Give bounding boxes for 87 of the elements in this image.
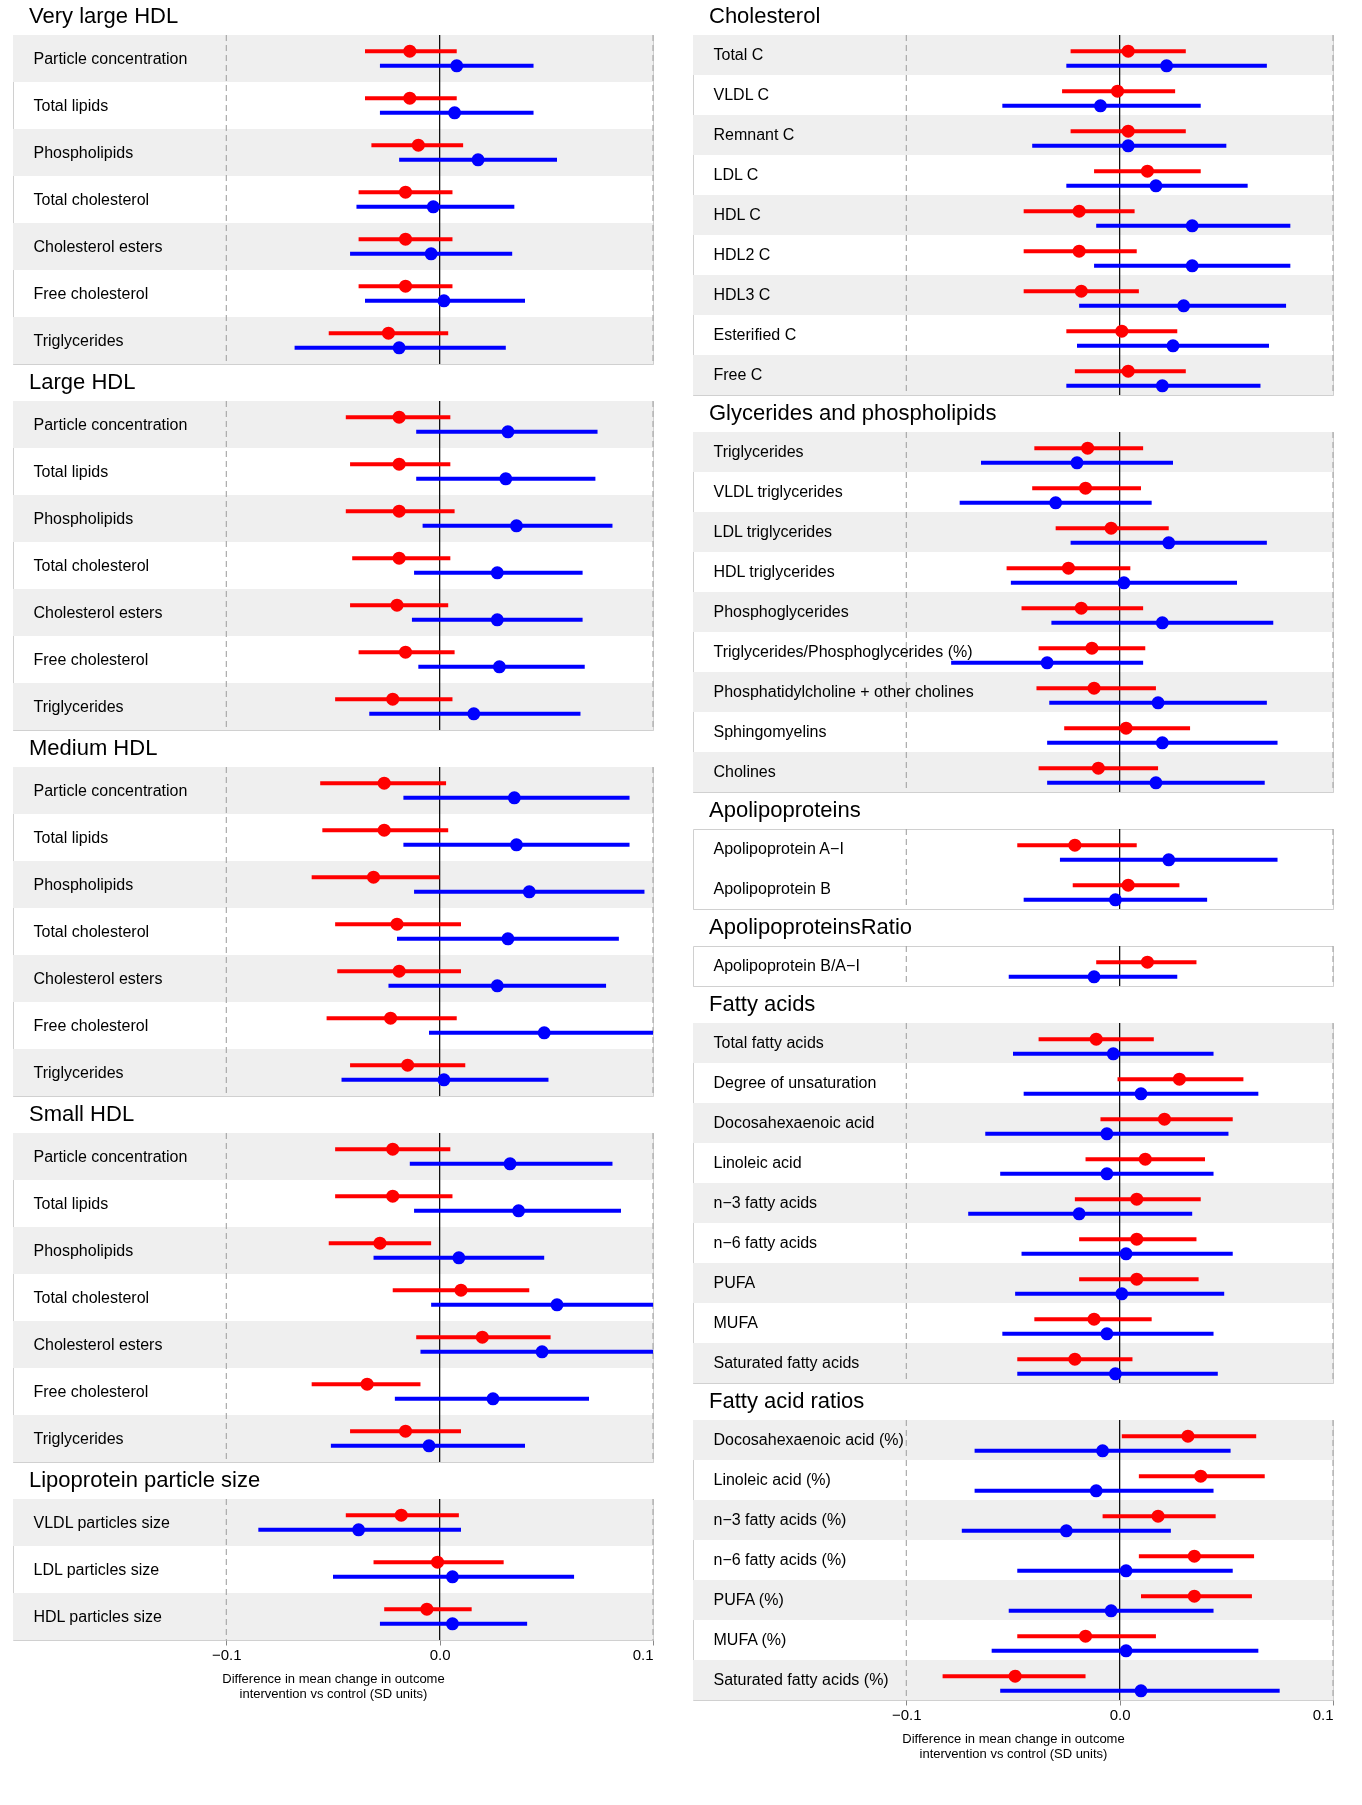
y-tick-label: PUFA (%) <box>713 1591 784 1608</box>
y-tick-label: MUFA (%) <box>713 1631 787 1648</box>
y-tick-label: PUFA <box>713 1274 756 1291</box>
chart-title: Glycerides and phospholipids <box>709 400 997 426</box>
y-tick-label: Degree of unsaturation <box>713 1074 877 1091</box>
y-tick-label: Total cholesterol <box>33 190 150 208</box>
y-tick-label: VLDL triglycerides <box>713 483 843 500</box>
y-tick-label: Triglycerides <box>33 331 124 349</box>
y-tick-label: Triglycerides <box>33 1063 124 1081</box>
y-tick-label: Saturated fatty acids <box>713 1354 860 1371</box>
x-tick-label: −0.1 <box>892 1705 922 1723</box>
y-tick-label: Esterified C <box>713 326 797 343</box>
x-tick-label: 0.1 <box>1312 1705 1334 1723</box>
y-tick-label: Cholesterol esters <box>33 603 163 621</box>
y-tick-label: Cholesterol esters <box>33 237 163 255</box>
y-tick-label: Particle concentration <box>33 1147 188 1165</box>
y-tick-label: Phosphatidylcholine + other cholines <box>713 683 974 700</box>
y-tick-label: Phospholipids <box>33 875 134 893</box>
y-tick-label: Apolipoprotein B/A−I <box>713 957 860 974</box>
y-tick-label: Saturated fatty acids (%) <box>713 1671 889 1688</box>
y-tick-label: Total cholesterol <box>33 922 150 940</box>
chart-title: Very large HDL <box>29 3 179 29</box>
y-tick-label: Particle concentration <box>33 49 188 67</box>
y-tick-label: Linoleic acid (%) <box>713 1471 831 1488</box>
y-tick-label: Total lipids <box>33 1194 109 1212</box>
y-tick-label: Free cholesterol <box>33 1016 149 1034</box>
y-tick-label: n−6 fatty acids (%) <box>713 1551 847 1568</box>
chart-title: Apolipoproteins <box>709 797 861 823</box>
y-tick-label: LDL C <box>713 166 759 183</box>
y-tick-label: Cholesterol esters <box>33 1335 163 1353</box>
y-tick-label: Total lipids <box>33 828 109 846</box>
y-tick-label: HDL C <box>713 206 761 223</box>
y-tick-label: Phospholipids <box>33 143 134 161</box>
x-tick-label: 0.0 <box>1109 1705 1131 1723</box>
y-tick-label: VLDL C <box>713 86 769 103</box>
y-tick-label: Phosphoglycerides <box>713 603 849 620</box>
y-tick-label: Free cholesterol <box>33 284 149 302</box>
y-tick-label: VLDL particles size <box>33 1513 170 1531</box>
y-tick-label: Total cholesterol <box>33 556 150 574</box>
y-tick-label: n−6 fatty acids <box>713 1234 818 1251</box>
y-tick-label: MUFA <box>713 1314 759 1331</box>
y-tick-label: Free cholesterol <box>33 650 149 668</box>
y-tick-label: Free cholesterol <box>33 1382 149 1400</box>
y-tick-label: Triglycerides <box>713 443 804 460</box>
y-tick-label: HDL triglycerides <box>713 563 835 580</box>
y-tick-label: Total lipids <box>33 462 109 480</box>
y-tick-label: HDL2 C <box>713 246 771 263</box>
chart-title: Large HDL <box>29 369 136 395</box>
y-tick-label: Free C <box>713 366 763 383</box>
chart-title: Medium HDL <box>29 735 158 761</box>
y-tick-label: n−3 fatty acids (%) <box>713 1511 847 1528</box>
chart-title: Fatty acids <box>709 991 816 1017</box>
y-tick-label: Linoleic acid <box>713 1154 802 1171</box>
y-tick-label: Triglycerides <box>33 697 124 715</box>
y-tick-label: Triglycerides <box>33 1429 124 1447</box>
y-tick-label: Total cholesterol <box>33 1288 150 1306</box>
y-tick-label: n−3 fatty acids <box>713 1194 818 1211</box>
y-tick-label: Apolipoprotein A−I <box>713 840 844 857</box>
y-tick-label: Docosahexaenoic acid (%) <box>713 1431 904 1448</box>
y-tick-label: HDL particles size <box>33 1607 162 1625</box>
y-tick-label: Remnant C <box>713 126 795 143</box>
y-tick-label: Total C <box>713 46 764 63</box>
chart-title: Lipoprotein particle size <box>29 1467 261 1493</box>
y-tick-label: Cholines <box>713 763 776 780</box>
chart-title: Cholesterol <box>709 3 821 29</box>
y-tick-label: Total lipids <box>33 96 109 114</box>
x-tick-label: 0.0 <box>429 1645 451 1663</box>
chart-title: Small HDL <box>29 1101 135 1127</box>
y-tick-label: Sphingomyelins <box>713 723 827 740</box>
chart-title: ApolipoproteinsRatio <box>709 914 913 940</box>
y-tick-label: Particle concentration <box>33 781 188 799</box>
y-tick-label: Total fatty acids <box>713 1034 824 1051</box>
y-tick-label: Docosahexaenoic acid <box>713 1114 875 1131</box>
x-tick-label: 0.1 <box>632 1645 654 1663</box>
x-axis-title: Difference in mean change in outcome intervention vs control (SD units) <box>222 1670 445 1701</box>
x-tick-label: −0.1 <box>212 1645 242 1663</box>
chart-title: Fatty acid ratios <box>709 1388 865 1414</box>
y-tick-label: HDL3 C <box>713 286 771 303</box>
y-tick-label: Triglycerides/Phosphoglycerides (%) <box>713 643 973 660</box>
y-tick-label: LDL triglycerides <box>713 523 833 540</box>
y-tick-label: Phospholipids <box>33 509 134 527</box>
y-tick-label: Particle concentration <box>33 415 188 433</box>
y-tick-label: LDL particles size <box>33 1560 160 1578</box>
y-tick-label: Cholesterol esters <box>33 969 163 987</box>
y-tick-label: Phospholipids <box>33 1241 134 1259</box>
x-axis-title: Difference in mean change in outcome intervention vs control (SD units) <box>902 1730 1125 1761</box>
y-tick-label: Apolipoprotein B <box>713 880 831 897</box>
